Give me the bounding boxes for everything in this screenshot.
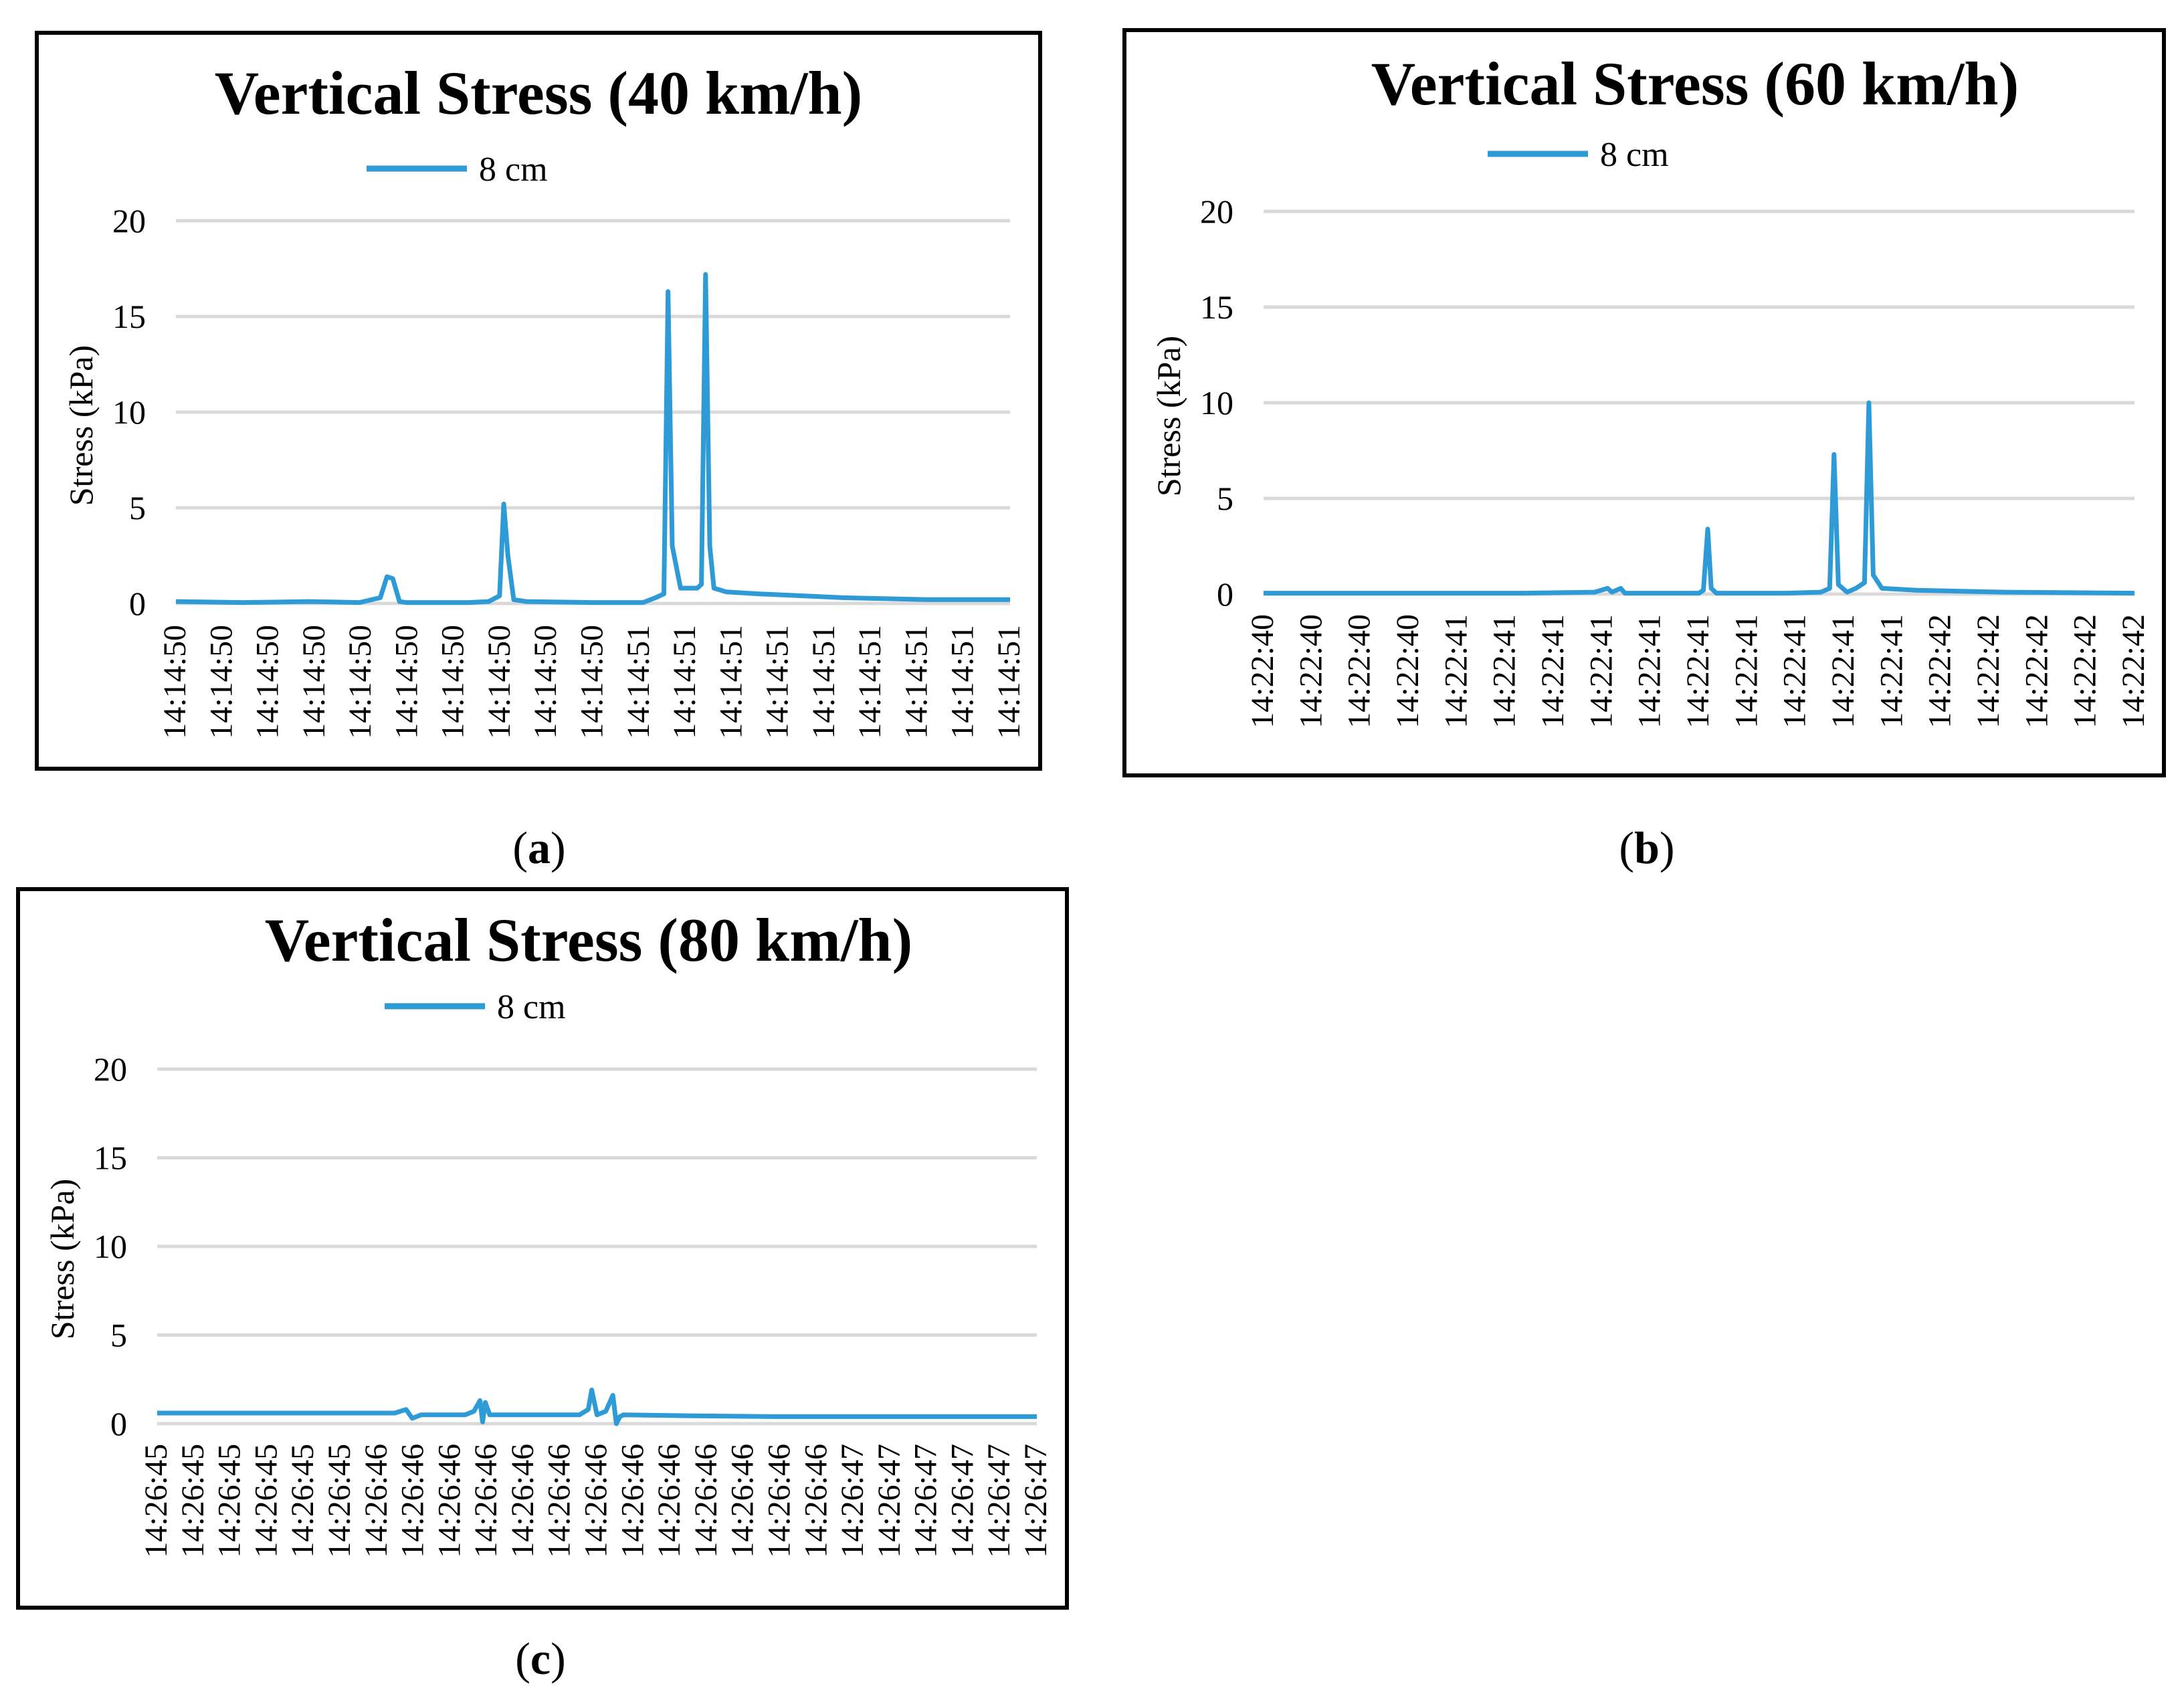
x-tick-label: 14:14:51	[945, 625, 981, 739]
x-tick-label: 14:14:50	[528, 625, 563, 739]
x-tick-label: 14:22:40	[1342, 614, 1377, 729]
x-tick-label: 14:22:42	[2019, 614, 2054, 729]
x-tick-label: 14:22:41	[1632, 614, 1668, 729]
y-axis-label: Stress (kPa)	[43, 1179, 81, 1339]
x-tick-label: 14:22:41	[1487, 614, 1522, 729]
x-tick-label: 14:22:41	[1535, 614, 1571, 729]
x-tick-label: 14:26:46	[431, 1444, 467, 1558]
y-tick-label: 15	[94, 1139, 127, 1177]
x-tick-label: 14:26:46	[359, 1444, 394, 1558]
legend-label: 8 cm	[479, 151, 548, 189]
y-tick-label: 0	[110, 1405, 127, 1442]
x-tick-label: 14:26:46	[615, 1444, 650, 1558]
x-tick-label: 14:14:51	[898, 625, 934, 739]
x-tick-label: 14:22:42	[2068, 614, 2103, 729]
y-tick-label: 15	[112, 298, 146, 335]
y-tick-label: 20	[94, 1050, 127, 1088]
x-tick-label: 14:26:45	[248, 1444, 284, 1558]
y-tick-label: 5	[1217, 480, 1233, 517]
x-tick-label: 14:22:41	[1583, 614, 1619, 729]
x-tick-label: 14:22:40	[1390, 614, 1425, 729]
caption-b: (b)	[1619, 822, 1675, 873]
chart-panel-b: Vertical Stress (60 km/h) 8 cm 0 5 10 15 20 Str…	[1122, 28, 2166, 777]
x-tick-label: 14:14:50	[203, 625, 239, 739]
x-tick-label: 14:26:47	[908, 1444, 944, 1558]
x-tick-label: 14:22:40	[1245, 614, 1280, 729]
chart-title: Vertical Stress (40 km/h)	[215, 59, 862, 127]
chart-a: Vertical Stress (40 km/h) 8 cm 0 5 10 15 20 Str…	[62, 59, 1027, 739]
y-tick-label: 10	[1200, 384, 1233, 421]
x-tick-label: 14:14:50	[157, 625, 193, 739]
y-tick-label: 5	[110, 1317, 127, 1354]
x-tick-label: 14:22:41	[1825, 614, 1861, 729]
x-tick-label: 14:26:46	[505, 1444, 540, 1558]
x-tick-label: 14:26:46	[579, 1444, 614, 1558]
y-tick-label: 10	[94, 1228, 127, 1265]
x-tick-label: 14:22:41	[1874, 614, 1909, 729]
y-tick-label: 10	[112, 393, 146, 431]
x-tick-label: 14:22:42	[1922, 614, 1958, 729]
x-tick-label: 14:26:46	[468, 1444, 504, 1558]
x-tick-label: 14:14:51	[991, 625, 1027, 739]
chart-b: Vertical Stress (60 km/h) 8 cm 0 5 10 15 20 Str…	[1150, 50, 2151, 729]
caption-a: (a)	[512, 822, 566, 873]
x-tick-label: 14:26:46	[725, 1444, 761, 1558]
x-tick-label: 14:26:45	[138, 1444, 174, 1558]
x-tick-label: 14:22:41	[1777, 614, 1813, 729]
x-tick-label: 14:26:46	[395, 1444, 431, 1558]
x-tick-label: 14:14:51	[806, 625, 841, 739]
chart-title: Vertical Stress (60 km/h)	[1371, 50, 2019, 118]
y-tick-label: 15	[1200, 288, 1233, 326]
y-tick-label: 0	[1217, 575, 1233, 613]
x-tick-label: 14:26:47	[981, 1444, 1017, 1558]
series-line-8cm	[157, 1388, 1037, 1426]
legend-label: 8 cm	[1600, 136, 1669, 174]
x-tick-label: 14:26:46	[652, 1444, 687, 1558]
x-tick-label: 14:14:50	[296, 625, 332, 739]
x-tick-label: 14:14:51	[713, 625, 749, 739]
y-tick-label: 0	[129, 585, 146, 622]
chart-title: Vertical Stress (80 km/h)	[265, 906, 912, 974]
x-tick-label: 14:14:50	[342, 625, 378, 739]
x-tick-label: 14:14:51	[760, 625, 795, 739]
x-tick-label: 14:26:46	[542, 1444, 577, 1558]
y-tick-label: 20	[112, 202, 146, 240]
x-tick-label: 14:26:45	[285, 1444, 320, 1558]
chart-c: Vertical Stress (80 km/h) 8 cm 0 5 10 15 20 Str…	[43, 906, 1054, 1558]
x-tick-label: 14:26:46	[798, 1444, 833, 1558]
x-tick-label: 14:14:51	[852, 625, 888, 739]
series-line-8cm	[1264, 400, 2135, 596]
x-tick-label: 14:26:47	[1018, 1444, 1054, 1558]
x-tick-label: 14:22:42	[2116, 614, 2151, 729]
series-line-8cm	[175, 272, 1010, 605]
x-tick-label: 14:22:41	[1680, 614, 1716, 729]
x-tick-label: 14:14:50	[389, 625, 424, 739]
x-tick-label: 14:26:47	[945, 1444, 980, 1558]
chart-panel-c: Vertical Stress (80 km/h) 8 cm 0 5 10 15 20 Str…	[16, 887, 1069, 1610]
y-axis-label: Stress (kPa)	[62, 345, 100, 506]
caption-c: (c)	[515, 1633, 566, 1684]
x-tick-label: 14:14:50	[250, 625, 286, 739]
y-tick-label: 5	[129, 489, 146, 527]
x-tick-label: 14:26:46	[688, 1444, 724, 1558]
x-tick-label: 14:14:50	[482, 625, 517, 739]
x-tick-label: 14:14:51	[667, 625, 702, 739]
x-tick-label: 14:14:50	[435, 625, 471, 739]
x-tick-label: 14:22:41	[1728, 614, 1764, 729]
y-axis-label: Stress (kPa)	[1150, 336, 1187, 496]
x-tick-label: 14:26:45	[322, 1444, 357, 1558]
x-tick-label: 14:26:47	[872, 1444, 907, 1558]
y-tick-label: 20	[1200, 193, 1233, 230]
x-tick-label: 14:26:46	[761, 1444, 797, 1558]
x-tick-label: 14:22:40	[1293, 614, 1328, 729]
legend-label: 8 cm	[497, 988, 566, 1026]
x-tick-label: 14:14:51	[621, 625, 656, 739]
x-tick-label: 14:14:50	[575, 625, 610, 739]
chart-panel-a: Vertical Stress (40 km/h) 8 cm 0 5 10 15 20 Str…	[35, 31, 1042, 771]
x-tick-label: 14:26:45	[212, 1444, 247, 1558]
x-tick-label: 14:26:47	[835, 1444, 870, 1558]
x-tick-label: 14:22:41	[1438, 614, 1474, 729]
x-tick-label: 14:26:45	[175, 1444, 211, 1558]
x-tick-label: 14:22:42	[1971, 614, 2006, 729]
